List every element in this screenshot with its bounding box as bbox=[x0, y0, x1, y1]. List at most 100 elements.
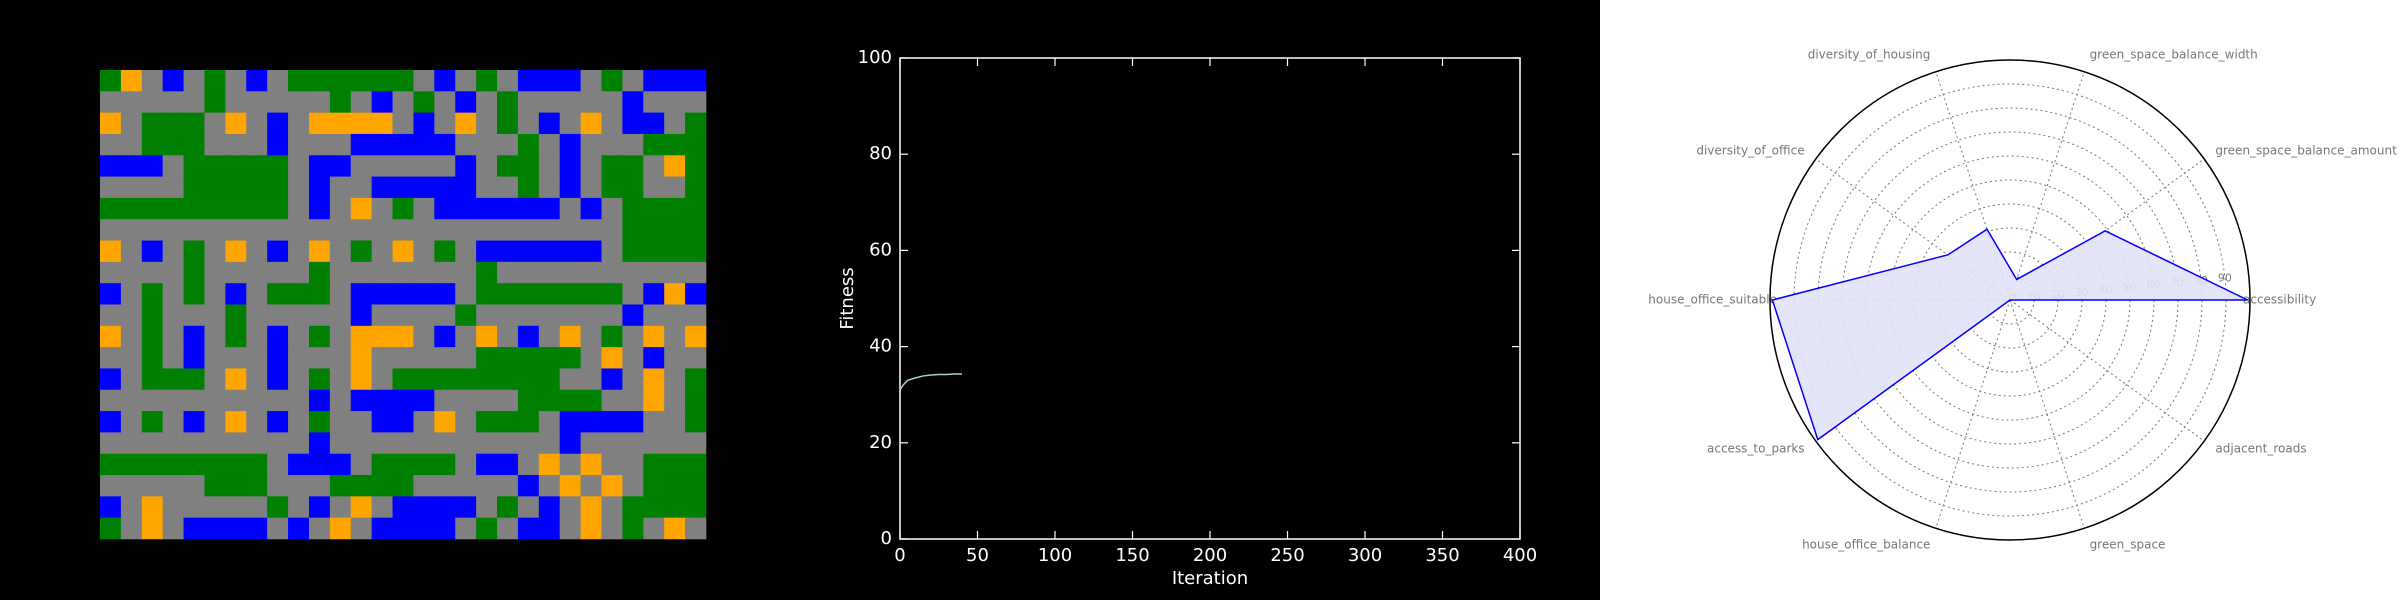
y-tick-label: 40 bbox=[869, 336, 892, 357]
grid-cell bbox=[100, 475, 122, 497]
grid-cell bbox=[225, 219, 247, 241]
grid-cell bbox=[643, 368, 665, 391]
grid-cell bbox=[371, 197, 393, 220]
grid-cell bbox=[538, 304, 561, 327]
grid-cell bbox=[455, 91, 477, 113]
grid-cell bbox=[392, 219, 414, 241]
grid-cell bbox=[517, 91, 540, 113]
grid-cell bbox=[246, 219, 268, 241]
grid-cell bbox=[392, 197, 414, 220]
grid-cell bbox=[120, 517, 143, 540]
grid-cell bbox=[664, 453, 686, 476]
grid-cell bbox=[559, 517, 581, 540]
grid-cell bbox=[100, 347, 122, 369]
grid-cell bbox=[497, 517, 519, 540]
x-tick-label: 0 bbox=[894, 545, 905, 566]
grid-cell bbox=[538, 261, 561, 284]
grid-cell bbox=[622, 176, 644, 199]
radar-series bbox=[1771, 228, 2248, 441]
grid-cell bbox=[664, 475, 686, 497]
grid-cell bbox=[392, 112, 414, 135]
grid-cell bbox=[288, 112, 310, 135]
grid-cell bbox=[601, 155, 623, 177]
grid-cell bbox=[371, 304, 393, 327]
grid-cell bbox=[204, 70, 226, 92]
grid-cell bbox=[288, 176, 310, 199]
grid-cell bbox=[288, 91, 310, 113]
grid-cell bbox=[100, 304, 122, 327]
grid-cell bbox=[183, 176, 205, 199]
grid-cell bbox=[622, 453, 644, 476]
grid-cell bbox=[455, 432, 477, 455]
grid-cell bbox=[183, 70, 205, 92]
grid-cell bbox=[559, 219, 581, 241]
grid-cell bbox=[350, 304, 372, 327]
grid-cell bbox=[455, 411, 477, 433]
grid-cell bbox=[601, 347, 623, 369]
grid-cell bbox=[120, 197, 143, 220]
grid-cell bbox=[622, 304, 644, 327]
grid-cell bbox=[225, 347, 247, 369]
grid-cell bbox=[246, 283, 268, 305]
grid-cell bbox=[517, 453, 540, 476]
grid-cell bbox=[162, 155, 184, 177]
grid-cell bbox=[434, 304, 456, 327]
grid-cell bbox=[455, 389, 477, 412]
grid-cell bbox=[434, 133, 456, 156]
grid-cell bbox=[371, 283, 393, 305]
grid-cell bbox=[476, 176, 498, 199]
grid-cell bbox=[685, 368, 707, 391]
grid-cell bbox=[643, 155, 665, 177]
grid-cell bbox=[580, 368, 602, 391]
grid-cell bbox=[183, 261, 205, 284]
grid-cell bbox=[664, 368, 686, 391]
grid-cell bbox=[246, 240, 268, 263]
grid-cell bbox=[288, 283, 310, 305]
grid-cell bbox=[350, 325, 372, 348]
grid-cell bbox=[183, 368, 205, 391]
grid-cell bbox=[225, 389, 247, 412]
grid-cell bbox=[288, 70, 310, 92]
grid-cell bbox=[685, 389, 707, 412]
grid-cell bbox=[622, 411, 644, 433]
grid-cell bbox=[162, 70, 184, 92]
grid-cell bbox=[664, 197, 686, 220]
grid-cell bbox=[329, 304, 352, 327]
grid-cell bbox=[517, 176, 540, 199]
grid-cell bbox=[685, 197, 707, 220]
radial-tick-label: 90 bbox=[2218, 271, 2232, 284]
grid-cell bbox=[497, 70, 519, 92]
grid-cell bbox=[559, 304, 581, 327]
grid-cell bbox=[120, 453, 143, 476]
grid-cell bbox=[100, 197, 122, 220]
grid-cell bbox=[204, 517, 226, 540]
x-tick-label: 250 bbox=[1270, 545, 1304, 566]
y-tick-label: 60 bbox=[869, 239, 892, 260]
grid-cell bbox=[538, 91, 561, 113]
grid-cell bbox=[225, 432, 247, 455]
grid-cell bbox=[183, 347, 205, 369]
grid-cell bbox=[308, 347, 331, 369]
grid-cell bbox=[183, 517, 205, 540]
grid-cell bbox=[225, 112, 247, 135]
grid-cell bbox=[162, 197, 184, 220]
grid-cell bbox=[225, 304, 247, 327]
line-series bbox=[899, 373, 962, 391]
grid-cell bbox=[559, 496, 581, 518]
grid-cell bbox=[476, 517, 498, 540]
grid-cell bbox=[392, 347, 414, 369]
grid-cell bbox=[538, 411, 561, 433]
grid-cell bbox=[664, 91, 686, 113]
grid-cell bbox=[434, 219, 456, 241]
grid-cell bbox=[246, 176, 268, 199]
grid-cell bbox=[141, 496, 163, 518]
grid-cell bbox=[434, 197, 456, 220]
grid-cell bbox=[580, 283, 602, 305]
grid-cell bbox=[141, 411, 163, 433]
grid-cell bbox=[267, 347, 289, 369]
grid-cell bbox=[538, 133, 561, 156]
grid-cell bbox=[622, 283, 644, 305]
grid-cell bbox=[622, 240, 644, 263]
grid-cell bbox=[371, 176, 393, 199]
